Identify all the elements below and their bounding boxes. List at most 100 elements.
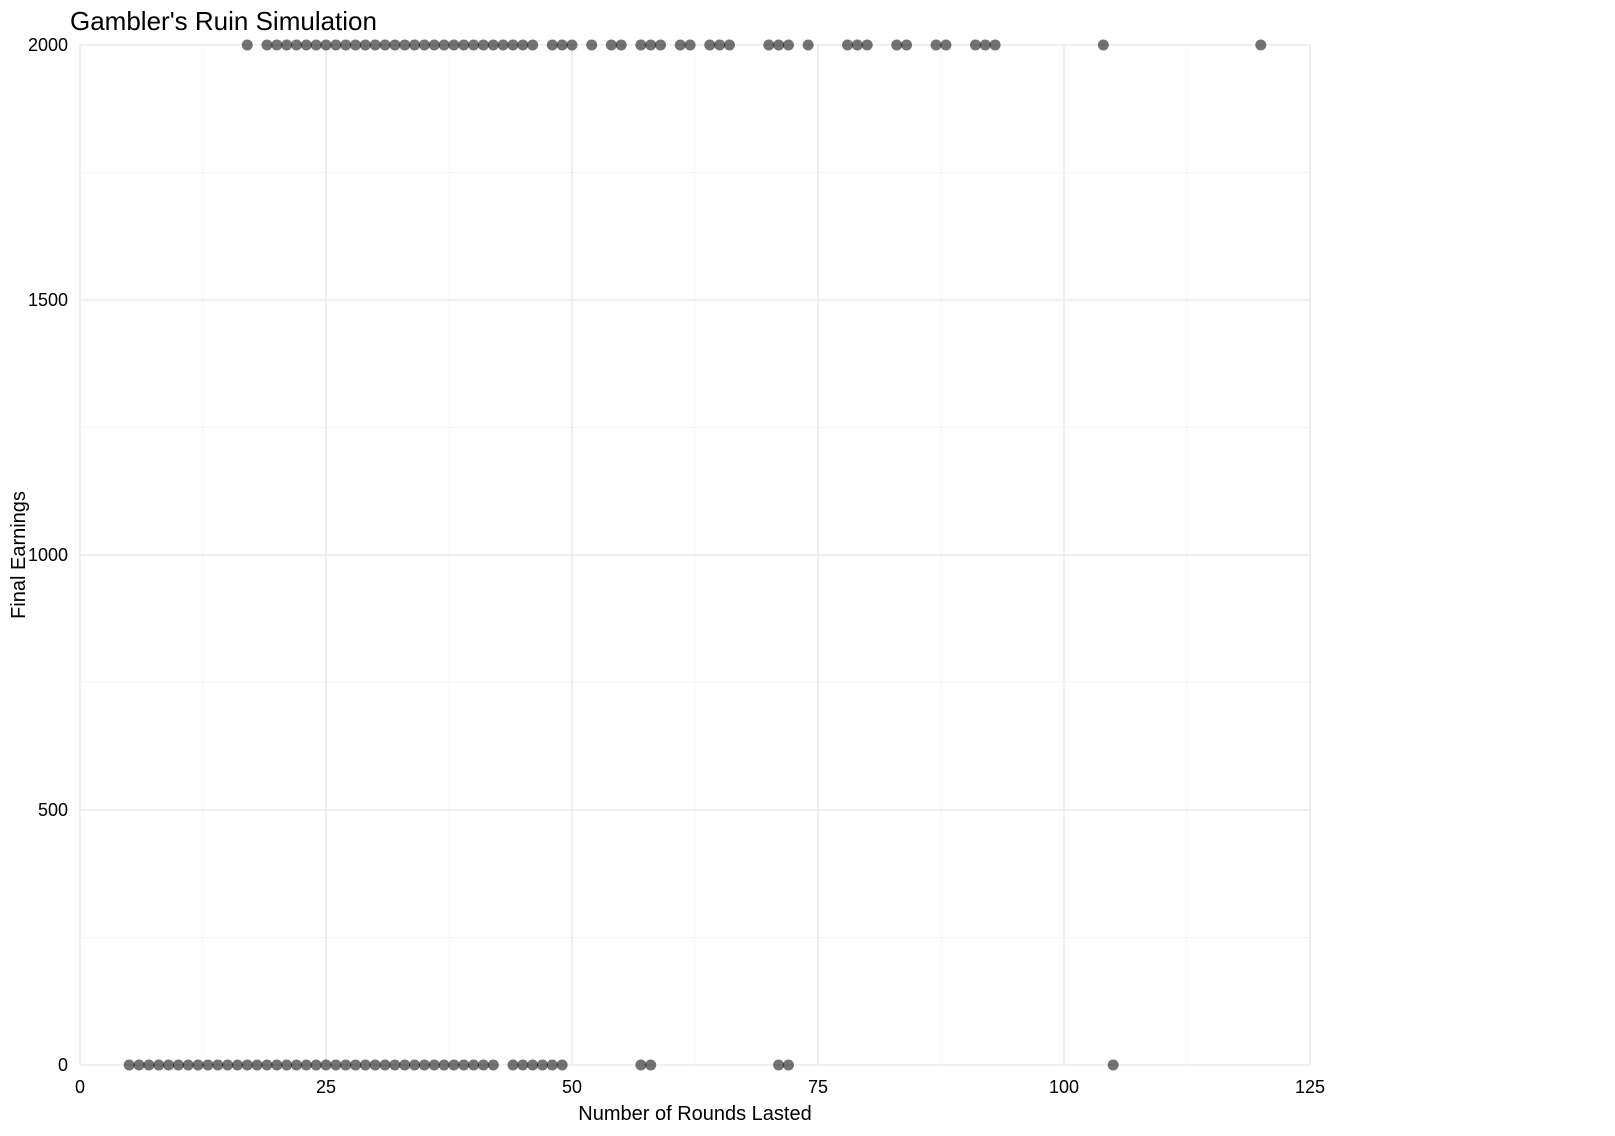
- data-point: [399, 1060, 410, 1071]
- data-point: [862, 40, 873, 51]
- data-point: [488, 40, 499, 51]
- data-point: [291, 1060, 302, 1071]
- data-point: [704, 40, 715, 51]
- data-point: [380, 40, 391, 51]
- data-point: [380, 1060, 391, 1071]
- data-point: [517, 40, 528, 51]
- data-point: [891, 40, 902, 51]
- data-point: [970, 40, 981, 51]
- data-point: [281, 1060, 292, 1071]
- data-point: [439, 1060, 450, 1071]
- data-point: [478, 40, 489, 51]
- data-point: [606, 40, 617, 51]
- data-point: [261, 1060, 272, 1071]
- data-point: [409, 40, 420, 51]
- data-point: [527, 40, 538, 51]
- data-point: [478, 1060, 489, 1071]
- data-point: [389, 1060, 400, 1071]
- data-point: [803, 40, 814, 51]
- x-axis-label: Number of Rounds Lasted: [578, 1103, 811, 1125]
- y-tick-label: 0: [58, 1055, 68, 1075]
- data-point: [940, 40, 951, 51]
- data-point: [448, 1060, 459, 1071]
- data-point: [557, 1060, 568, 1071]
- data-point: [419, 1060, 430, 1071]
- data-point: [655, 40, 666, 51]
- data-point: [271, 40, 282, 51]
- data-point: [281, 40, 292, 51]
- data-point: [321, 1060, 332, 1071]
- data-point: [458, 40, 469, 51]
- data-point: [301, 40, 312, 51]
- data-point: [980, 40, 991, 51]
- data-point: [842, 40, 853, 51]
- data-point: [134, 1060, 145, 1071]
- y-tick-label: 2000: [28, 35, 68, 55]
- data-point: [517, 1060, 528, 1071]
- y-tick-label: 500: [38, 800, 68, 820]
- data-point: [193, 1060, 204, 1071]
- data-point: [507, 40, 518, 51]
- chart-title: Gambler's Ruin Simulation: [70, 6, 377, 36]
- x-tick-label: 75: [808, 1077, 828, 1097]
- data-point: [439, 40, 450, 51]
- y-tick-label: 1500: [28, 290, 68, 310]
- data-point: [783, 40, 794, 51]
- data-point: [901, 40, 912, 51]
- data-point: [242, 40, 253, 51]
- data-point: [173, 1060, 184, 1071]
- chart-container: 02550751001250500100015002000Number of R…: [0, 0, 1615, 1136]
- data-point: [340, 40, 351, 51]
- data-point: [1098, 40, 1109, 51]
- data-point: [1255, 40, 1266, 51]
- scatter-chart: 02550751001250500100015002000Number of R…: [0, 0, 1325, 1136]
- data-point: [183, 1060, 194, 1071]
- data-point: [360, 1060, 371, 1071]
- data-point: [547, 1060, 558, 1071]
- data-point: [763, 40, 774, 51]
- data-point: [202, 1060, 213, 1071]
- data-point: [360, 40, 371, 51]
- data-point: [311, 1060, 322, 1071]
- data-point: [242, 1060, 253, 1071]
- data-point: [124, 1060, 135, 1071]
- data-point: [537, 1060, 548, 1071]
- data-point: [783, 1060, 794, 1071]
- data-point: [852, 40, 863, 51]
- data-point: [252, 1060, 263, 1071]
- data-point: [350, 1060, 361, 1071]
- data-point: [468, 40, 479, 51]
- data-point: [370, 1060, 381, 1071]
- y-tick-label: 1000: [28, 545, 68, 565]
- data-point: [409, 1060, 420, 1071]
- data-point: [389, 40, 400, 51]
- data-point: [773, 40, 784, 51]
- data-point: [330, 40, 341, 51]
- data-point: [212, 1060, 223, 1071]
- y-axis-label: Final Earnings: [8, 491, 30, 619]
- data-point: [724, 40, 735, 51]
- data-point: [153, 1060, 164, 1071]
- data-point: [370, 40, 381, 51]
- data-point: [507, 1060, 518, 1071]
- data-point: [586, 40, 597, 51]
- x-tick-label: 100: [1049, 1077, 1079, 1097]
- data-point: [616, 40, 627, 51]
- data-point: [488, 1060, 499, 1071]
- data-point: [675, 40, 686, 51]
- data-point: [311, 40, 322, 51]
- data-point: [635, 1060, 646, 1071]
- data-point: [547, 40, 558, 51]
- data-point: [232, 1060, 243, 1071]
- data-point: [645, 1060, 656, 1071]
- data-point: [143, 1060, 154, 1071]
- data-point: [301, 1060, 312, 1071]
- data-point: [271, 1060, 282, 1071]
- data-point: [1108, 1060, 1119, 1071]
- data-point: [685, 40, 696, 51]
- data-point: [527, 1060, 538, 1071]
- data-point: [468, 1060, 479, 1071]
- data-point: [990, 40, 1001, 51]
- data-point: [429, 1060, 440, 1071]
- data-point: [350, 40, 361, 51]
